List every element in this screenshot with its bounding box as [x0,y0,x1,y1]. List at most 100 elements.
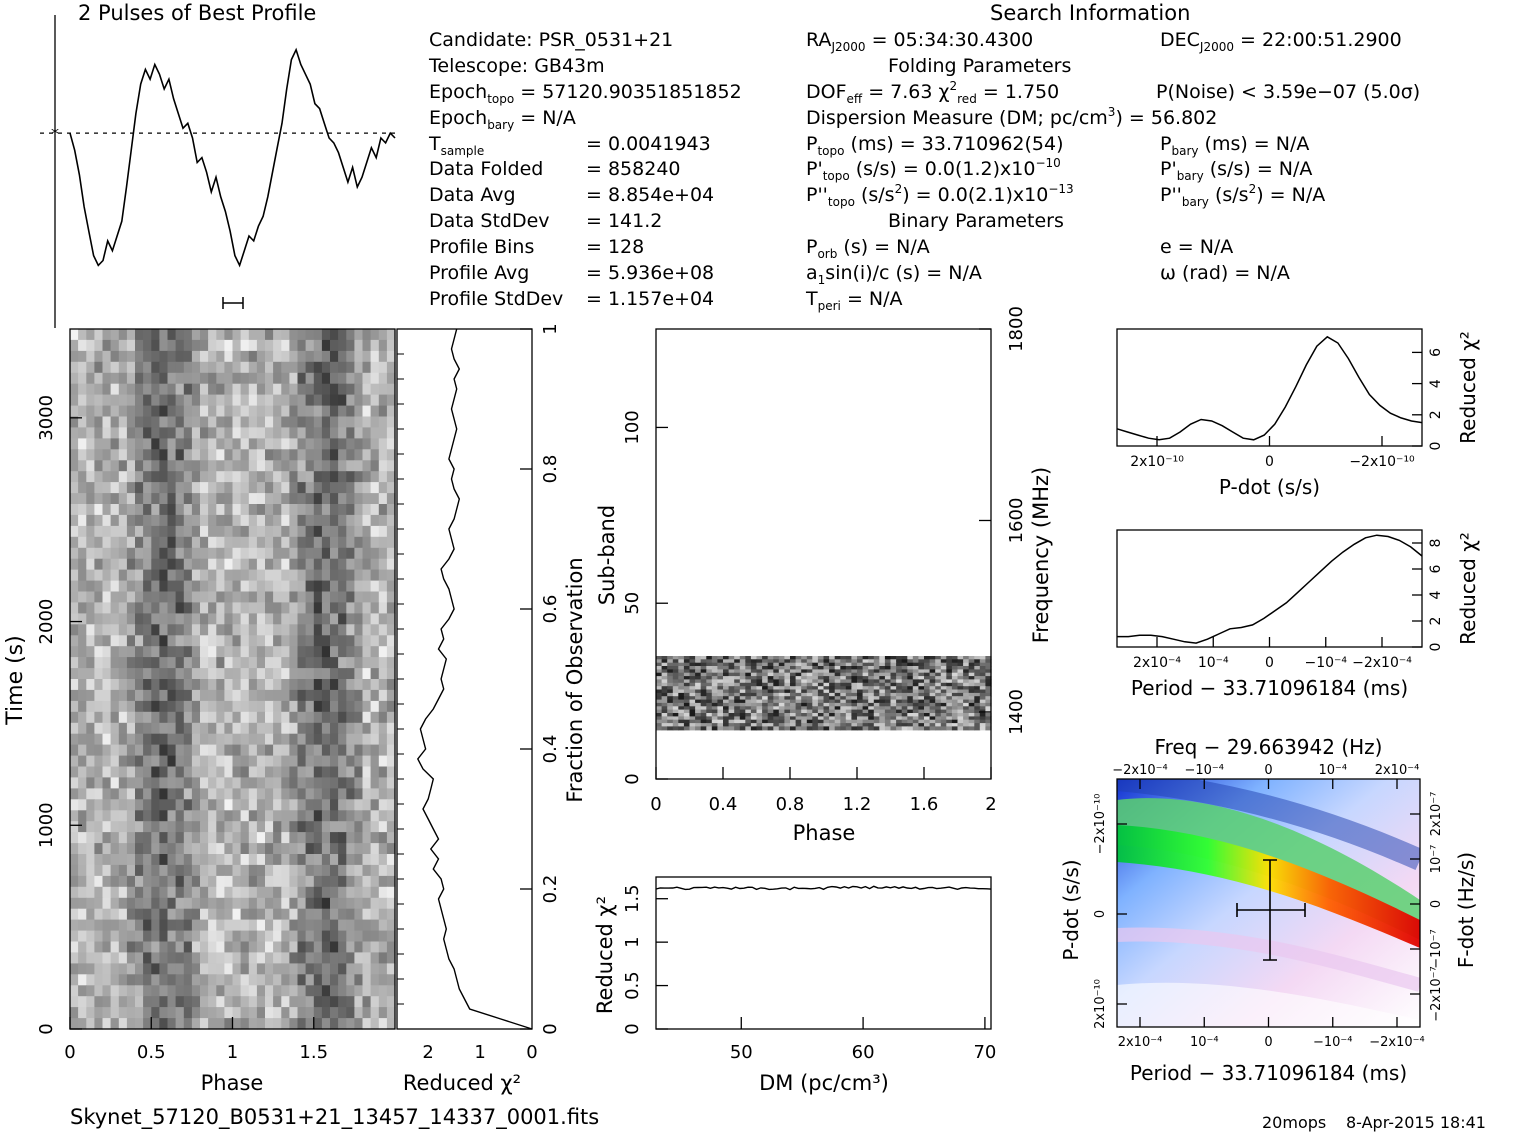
timephase-cell [305,427,315,439]
timephase-cell [126,777,136,789]
timephase-cell [159,602,169,614]
timephase-cell [135,460,144,472]
timephase-cell [167,383,177,396]
timephase-cell [175,679,185,691]
timephase-cell [313,974,323,986]
timephase-cell [102,733,112,746]
timephase-cell [110,963,120,975]
timephase-cell [143,668,152,680]
subband-cell [924,719,931,724]
timephase-cell [370,1018,380,1030]
subband-cell [700,726,707,731]
subband-cell [896,682,903,687]
subband-cell [857,692,864,697]
timephase-cell [78,646,87,658]
subband-cell [840,689,847,694]
subband-cell [901,709,908,714]
timephase-cell [346,602,355,614]
timephase-cell [378,733,388,746]
subband-cell [661,659,668,664]
subband-cell [689,719,696,724]
subband-cell [829,686,836,691]
timephase-cell [70,886,79,899]
timephase-cell [370,974,380,986]
timephase-cell [370,864,380,877]
timephase-cell [256,558,266,571]
subband-cell [750,689,758,694]
dof: DOFeff = 7.63 χ2red = 1.750 [806,79,1060,106]
subband-cell [901,672,908,677]
timephase-cell [338,383,347,396]
subband-cell [924,713,931,717]
subband-cell [812,666,819,670]
timephase-cell [265,1018,274,1030]
timephase-cell [216,438,225,450]
subband-cell [700,672,707,677]
subband-cell [812,682,819,687]
timephase-cell [321,383,331,396]
timephase-cell [281,635,290,647]
subband-cell [723,696,730,701]
timephase-cell [330,514,339,527]
timephase-cell [240,646,250,658]
subband-cell [935,679,942,684]
subband-cell [979,689,986,694]
subband-cell [829,713,836,717]
timephase-cell [118,514,128,527]
timephase-cell [273,646,282,658]
timephase-cell [208,339,217,352]
timephase-cell [78,799,87,811]
timephase-cell [338,635,347,647]
timephase-cell [289,635,299,647]
subband-cell [667,713,674,717]
timephase-cell [305,777,315,789]
subband-cell [907,682,914,687]
timephase-cell [330,372,339,385]
timephase-cell [208,591,217,603]
timephase-cell [159,777,169,789]
timephase-cell [200,602,209,614]
subband-cell [656,696,663,701]
subband-cell [762,716,769,721]
subband-cell [817,666,825,670]
timephase-cell [94,405,104,418]
subband-cell [784,679,791,684]
timephase-cell [102,689,112,702]
timephase-cell [305,525,315,538]
timephase-cell [224,854,234,866]
timephase-cell [338,930,347,943]
timephase-cell [256,493,266,505]
timephase-cell [110,689,120,702]
timephase-cell [273,504,282,516]
timephase-cell [297,580,307,593]
subband-cell [862,676,869,681]
timephase-cell [281,996,290,1008]
timephase-cell [354,361,364,374]
timephase-cell [346,361,355,374]
timephase-cell [78,788,87,800]
pddot-bary: P''bary (s/s2) = N/A [1160,182,1326,209]
pp-ylabel: P-dot (s/s) [1059,859,1083,960]
timephase-cell [289,504,299,516]
subband-cell [750,662,758,667]
subband-cell [728,702,735,707]
timephase-cell [86,416,95,428]
timephase-cell [208,799,217,811]
subband-cell [700,656,707,660]
timephase-cell [289,766,299,778]
timephase-cell [240,996,250,1008]
timephase-cell [297,624,307,636]
timephase-cell [70,591,79,603]
subband-cell [862,696,869,701]
timephase-cell [200,864,209,877]
timephase-cell [232,679,242,691]
timephase-cell [240,864,250,877]
timephase-cell [297,602,307,614]
subband-cell [683,662,691,667]
timephase-cell [313,668,323,680]
timephase-cell [240,886,250,899]
timephase-cell [200,897,209,910]
timephase-cell [273,460,282,472]
timephase-cell [159,810,169,822]
